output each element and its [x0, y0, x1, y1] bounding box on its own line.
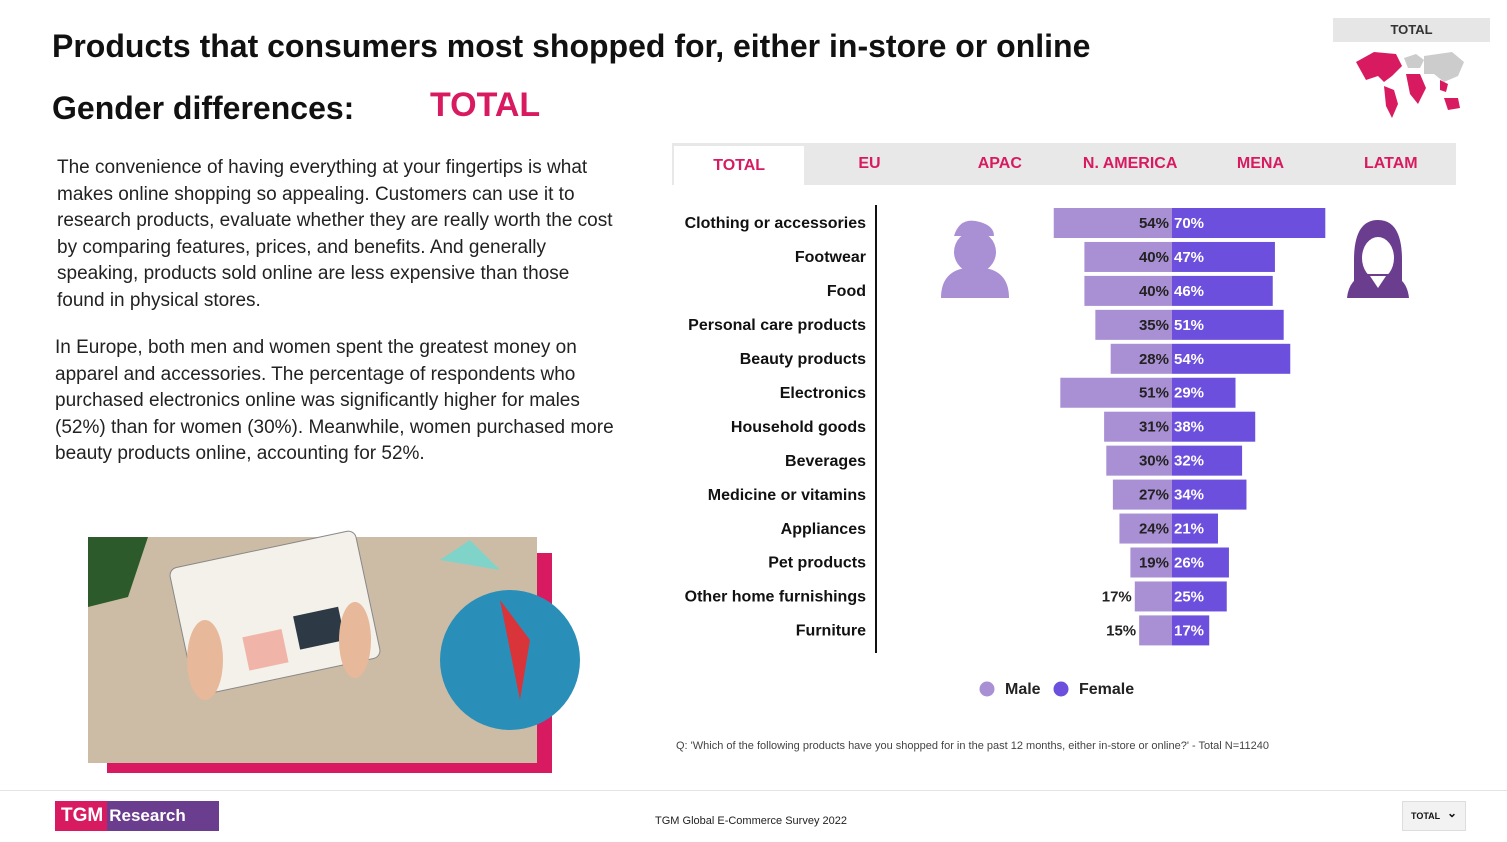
source: TGM Global E-Commerce Survey 2022 — [655, 815, 847, 827]
category-label: Appliances — [781, 521, 866, 538]
tab[interactable]: EU — [858, 155, 881, 172]
value-label: 31% — [1139, 419, 1169, 436]
logo-text: Research — [109, 806, 186, 825]
bar — [1172, 479, 1247, 510]
tab[interactable]: MENA — [1236, 155, 1285, 172]
category-label: Personal care products — [688, 317, 866, 334]
category-label: Furniture — [796, 623, 866, 640]
category-label: Footwear — [795, 249, 866, 266]
value-label: 29% — [1174, 385, 1204, 402]
value-label: 46% — [1174, 283, 1204, 300]
tab-bar: TOTAL EU APAC N. AMERICA MENA LATAM — [672, 143, 1456, 185]
category-label: Clothing or accessories — [685, 215, 866, 232]
bar — [1172, 547, 1229, 578]
bar — [1172, 241, 1275, 272]
bar — [1172, 513, 1218, 544]
value-label: 47% — [1174, 249, 1204, 266]
category-label: Pet products — [768, 555, 866, 572]
category-label: Medicine or vitamins — [708, 487, 866, 504]
value-label: 35% — [1139, 317, 1169, 334]
value-label: 24% — [1139, 521, 1169, 538]
bar — [1106, 445, 1172, 476]
paragraph: The convenience of having everything at … — [57, 157, 613, 311]
value-label: 17% — [1102, 588, 1132, 605]
male-icon — [941, 220, 1009, 298]
value-label: 54% — [1139, 215, 1169, 232]
female-icon — [1347, 220, 1409, 298]
page-title: Products that consumers most shopped for… — [52, 28, 1091, 64]
divider — [0, 790, 1507, 791]
paragraph: In Europe, both men and women spent the … — [55, 337, 614, 464]
bar — [1110, 343, 1172, 374]
value-label: 51% — [1139, 385, 1169, 402]
category-label: Household goods — [731, 419, 866, 436]
value-label: 32% — [1174, 453, 1204, 470]
footnote: Q: 'Which of the following products have… — [676, 740, 1269, 752]
bar — [1172, 309, 1284, 340]
bar — [1084, 241, 1172, 272]
value-label: 25% — [1174, 588, 1204, 605]
value-label: 30% — [1139, 453, 1169, 470]
value-label: 51% — [1174, 317, 1204, 334]
bar — [1134, 581, 1172, 612]
bar — [1172, 275, 1273, 306]
bar — [1172, 411, 1256, 442]
bar — [1084, 275, 1172, 306]
bar — [1172, 581, 1227, 612]
category-label: Electronics — [780, 385, 866, 402]
legend-swatch — [979, 681, 995, 697]
world-map — [1356, 52, 1464, 118]
bar — [1139, 615, 1172, 646]
value-label: 17% — [1174, 622, 1204, 639]
value-label: 19% — [1139, 554, 1169, 571]
value-label: 21% — [1174, 521, 1204, 538]
legend-label: Female — [1079, 681, 1134, 698]
tab[interactable]: TOTAL — [674, 146, 805, 185]
dropdown[interactable]: TOTAL — [1402, 799, 1466, 831]
tab[interactable]: N. AMERICA — [1082, 155, 1178, 172]
logo: TGM Research — [55, 801, 219, 831]
subtitle: Gender differences: — [52, 90, 355, 126]
chart: Q: 'Which of the following products have… — [88, 52, 1464, 773]
value-label: 70% — [1174, 215, 1204, 232]
category-label: Beverages — [785, 453, 866, 470]
bar — [1053, 208, 1172, 238]
bar — [1172, 377, 1236, 408]
map-label: TOTAL — [1333, 18, 1490, 42]
legend-label: Male — [1005, 681, 1041, 698]
tab[interactable]: APAC — [977, 155, 1022, 172]
category-label: Food — [827, 283, 866, 300]
logo-text: TGM — [55, 801, 108, 831]
bar — [1172, 343, 1291, 374]
bar — [1119, 513, 1172, 544]
bar — [1130, 547, 1172, 578]
value-label: 40% — [1139, 249, 1169, 266]
value-label: 54% — [1174, 351, 1204, 368]
value-label: 15% — [1106, 622, 1136, 639]
value-label: 26% — [1174, 554, 1204, 571]
bar — [1060, 377, 1172, 408]
value-label: 40% — [1139, 283, 1169, 300]
value-label: 34% — [1174, 487, 1204, 504]
bar — [1172, 615, 1210, 646]
bar — [1172, 445, 1243, 476]
value-label: 27% — [1139, 487, 1169, 504]
region-label: TOTAL — [430, 86, 541, 124]
bar — [1095, 309, 1172, 340]
bar — [1172, 208, 1326, 238]
tab[interactable]: LATAM — [1364, 155, 1418, 172]
category-label: Beauty products — [740, 351, 866, 368]
value-label: 38% — [1174, 419, 1204, 436]
legend-swatch — [1053, 681, 1069, 697]
bar — [1112, 479, 1172, 510]
photo — [88, 530, 580, 773]
bar — [1104, 411, 1172, 442]
category-label: Other home furnishings — [685, 589, 866, 606]
value-label: 28% — [1139, 351, 1169, 368]
